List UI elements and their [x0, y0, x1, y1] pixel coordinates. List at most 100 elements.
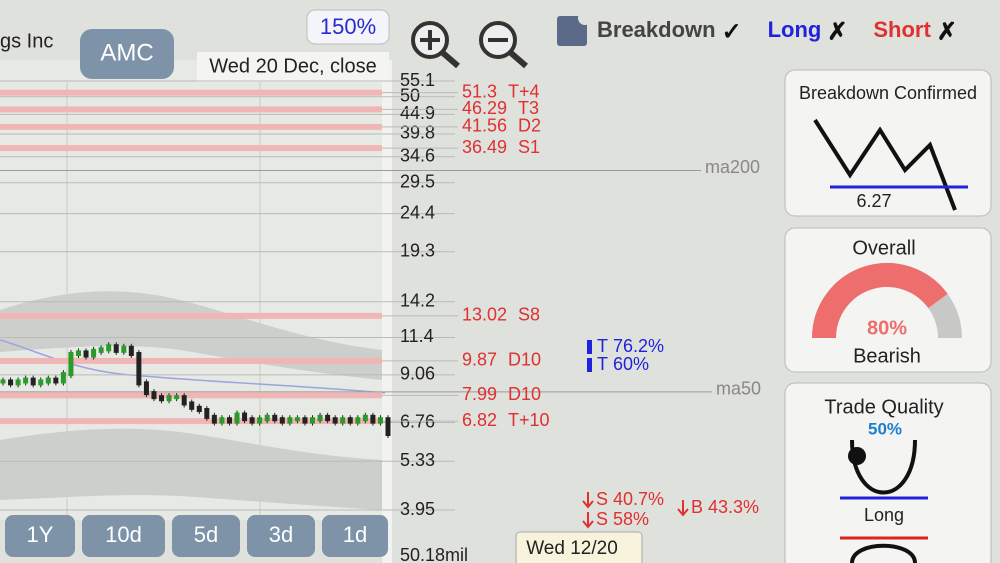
- target-prob: 60%: [613, 354, 649, 374]
- ma-label: ma50: [716, 379, 761, 399]
- candle: [317, 414, 323, 422]
- candle: [45, 377, 51, 384]
- period-label: 1Y: [27, 522, 54, 547]
- cap-icon: [850, 543, 917, 563]
- candle: [234, 412, 240, 424]
- gauge-label: 80%: [867, 317, 907, 339]
- down-arrow: [582, 512, 594, 529]
- signal-prob: 58%: [613, 509, 649, 529]
- toggle-label[interactable]: Breakdown: [597, 17, 716, 42]
- candle: [332, 417, 338, 424]
- candle: [98, 347, 104, 353]
- quality-score: 50%: [868, 419, 902, 438]
- zoom-out[interactable]: [479, 21, 528, 69]
- candle: [287, 417, 293, 424]
- period-button[interactable]: [247, 515, 315, 557]
- level-tag: D2: [518, 116, 541, 136]
- candle: [68, 351, 74, 377]
- level-value: 6.82: [462, 410, 497, 430]
- level-tag: D10: [508, 384, 541, 404]
- band-shade: [0, 428, 382, 510]
- date-box: [197, 52, 389, 82]
- volume-label: 50.18mil: [400, 545, 468, 563]
- level-band: [0, 312, 382, 319]
- y-tick-label: 55.1: [400, 70, 435, 90]
- toggle-label[interactable]: Short: [873, 17, 931, 42]
- toggle-state: ✗: [937, 18, 957, 45]
- candle: [242, 412, 248, 422]
- ma-line: [0, 339, 386, 394]
- signal-prob: 40.7%: [613, 489, 664, 509]
- candle: [151, 391, 157, 400]
- panel: [784, 382, 992, 563]
- level-value: 51.3: [462, 81, 497, 101]
- candle: [15, 379, 21, 386]
- level-band: [0, 145, 382, 152]
- verdict: Bearish: [853, 345, 921, 367]
- down-arrow: [677, 500, 689, 517]
- period-button[interactable]: [172, 515, 240, 557]
- candle: [75, 350, 81, 356]
- cursor-date: Wed 12/20: [526, 538, 618, 559]
- period-button[interactable]: [322, 515, 388, 557]
- level-band: [0, 357, 382, 364]
- candle: [325, 414, 331, 422]
- y-tick-label: 44.9: [400, 103, 435, 123]
- y-tick-label: 39.8: [400, 123, 435, 143]
- candle: [106, 344, 112, 352]
- level-value: 36.49: [462, 137, 507, 157]
- candle: [279, 417, 285, 424]
- target-label: T: [597, 336, 608, 356]
- candle: [30, 377, 36, 386]
- candle: [23, 377, 29, 384]
- level-value: 9.87: [462, 350, 497, 370]
- y-tick-label: 5.33: [400, 450, 435, 470]
- target-prob: 76.2%: [613, 336, 664, 356]
- period-button[interactable]: [5, 515, 75, 557]
- target-label: T: [597, 354, 608, 374]
- panel-title: Trade Quality: [824, 396, 943, 418]
- zoom-in[interactable]: [411, 21, 460, 69]
- candle: [0, 379, 6, 384]
- period-button[interactable]: [82, 515, 165, 557]
- gauge-fill: [812, 263, 948, 339]
- target-bracket: [587, 358, 592, 372]
- ticker: AMC: [100, 39, 153, 66]
- level-tag: T+10: [508, 410, 550, 430]
- period-label: 1d: [343, 522, 367, 547]
- candle: [113, 344, 119, 353]
- y-tick-label: 11.4: [400, 326, 434, 346]
- level-band: [0, 123, 382, 130]
- candle: [272, 414, 278, 422]
- candle: [38, 379, 44, 386]
- candle: [159, 395, 165, 402]
- level-band: [0, 106, 382, 113]
- company: gs Inc: [0, 30, 53, 52]
- toggle-label[interactable]: Long: [768, 17, 822, 42]
- candle: [310, 417, 316, 424]
- candle: [211, 414, 217, 424]
- y-tick-label: 19.3: [400, 241, 435, 261]
- candle: [226, 417, 232, 424]
- candle: [204, 408, 210, 419]
- level-value: 41.56: [462, 116, 507, 136]
- ticker-button[interactable]: [80, 29, 174, 79]
- candle: [8, 379, 14, 386]
- level-value: 13.02: [462, 305, 507, 325]
- cursor-box: [515, 531, 643, 563]
- level-band: [0, 89, 382, 96]
- level-tag: S8: [518, 305, 540, 325]
- y-tick-label: 3.95: [400, 499, 435, 519]
- candle: [370, 414, 376, 424]
- pattern-icon: [813, 118, 957, 211]
- breakdown-icon[interactable]: [557, 16, 587, 46]
- candle: [166, 395, 172, 402]
- cup-dot: [848, 447, 866, 465]
- y-tick-label: 50: [400, 86, 420, 106]
- zoom-box[interactable]: [306, 9, 390, 45]
- candle: [340, 417, 346, 424]
- candle: [143, 381, 149, 396]
- level-tag: T3: [518, 98, 539, 118]
- y-tick-label: 24.4: [400, 202, 435, 222]
